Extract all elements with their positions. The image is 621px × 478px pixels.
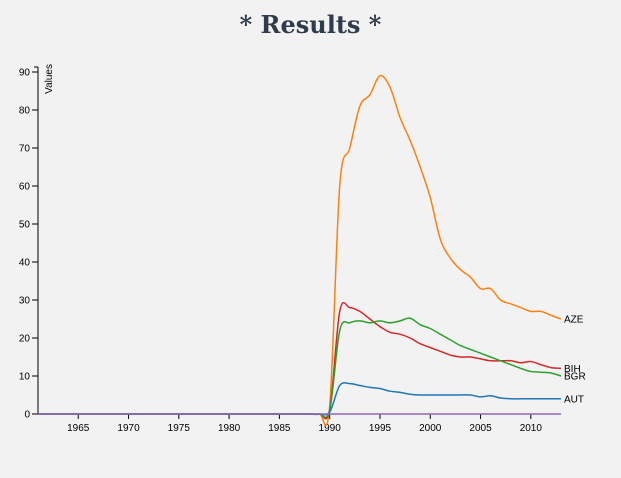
x-tick-label: 2010 (520, 423, 543, 434)
x-tick-label: 1985 (268, 423, 291, 434)
y-tick-label: 30 (19, 296, 31, 307)
series-line-aze (37, 74, 562, 426)
x-tick-label: 1980 (218, 423, 241, 434)
y-tick-label: 50 (19, 220, 31, 231)
series-line-bih (37, 301, 562, 420)
x-tick-label: 1975 (168, 423, 191, 434)
y-axis-title: Values (44, 64, 55, 94)
y-tick-label: 40 (19, 258, 31, 269)
series-label-aze: AZE (564, 315, 584, 326)
x-tick-label: 1965 (67, 423, 90, 434)
x-tick-label: 2005 (469, 423, 492, 434)
chart-title: * Results * (239, 10, 382, 39)
series-label-bih: BIH (564, 364, 581, 375)
x-tick-label: 1990 (319, 423, 342, 434)
y-tick-label: 0 (24, 410, 30, 421)
x-tick-label: 2000 (419, 423, 442, 434)
y-tick-label: 90 (19, 68, 31, 79)
series-label-bgr: BGR (564, 372, 586, 383)
x-tick-label: 1995 (369, 423, 392, 434)
y-tick-label: 70 (19, 144, 31, 155)
y-tick-label: 20 (19, 334, 31, 345)
series-label-aut: AUT (564, 394, 584, 405)
y-tick-label: 80 (19, 106, 31, 117)
series-line-bgr (37, 317, 562, 419)
y-tick-label: 10 (19, 372, 31, 383)
series-line-aut (37, 382, 561, 416)
y-tick-label: 60 (19, 182, 31, 193)
x-tick-label: 1970 (117, 423, 140, 434)
